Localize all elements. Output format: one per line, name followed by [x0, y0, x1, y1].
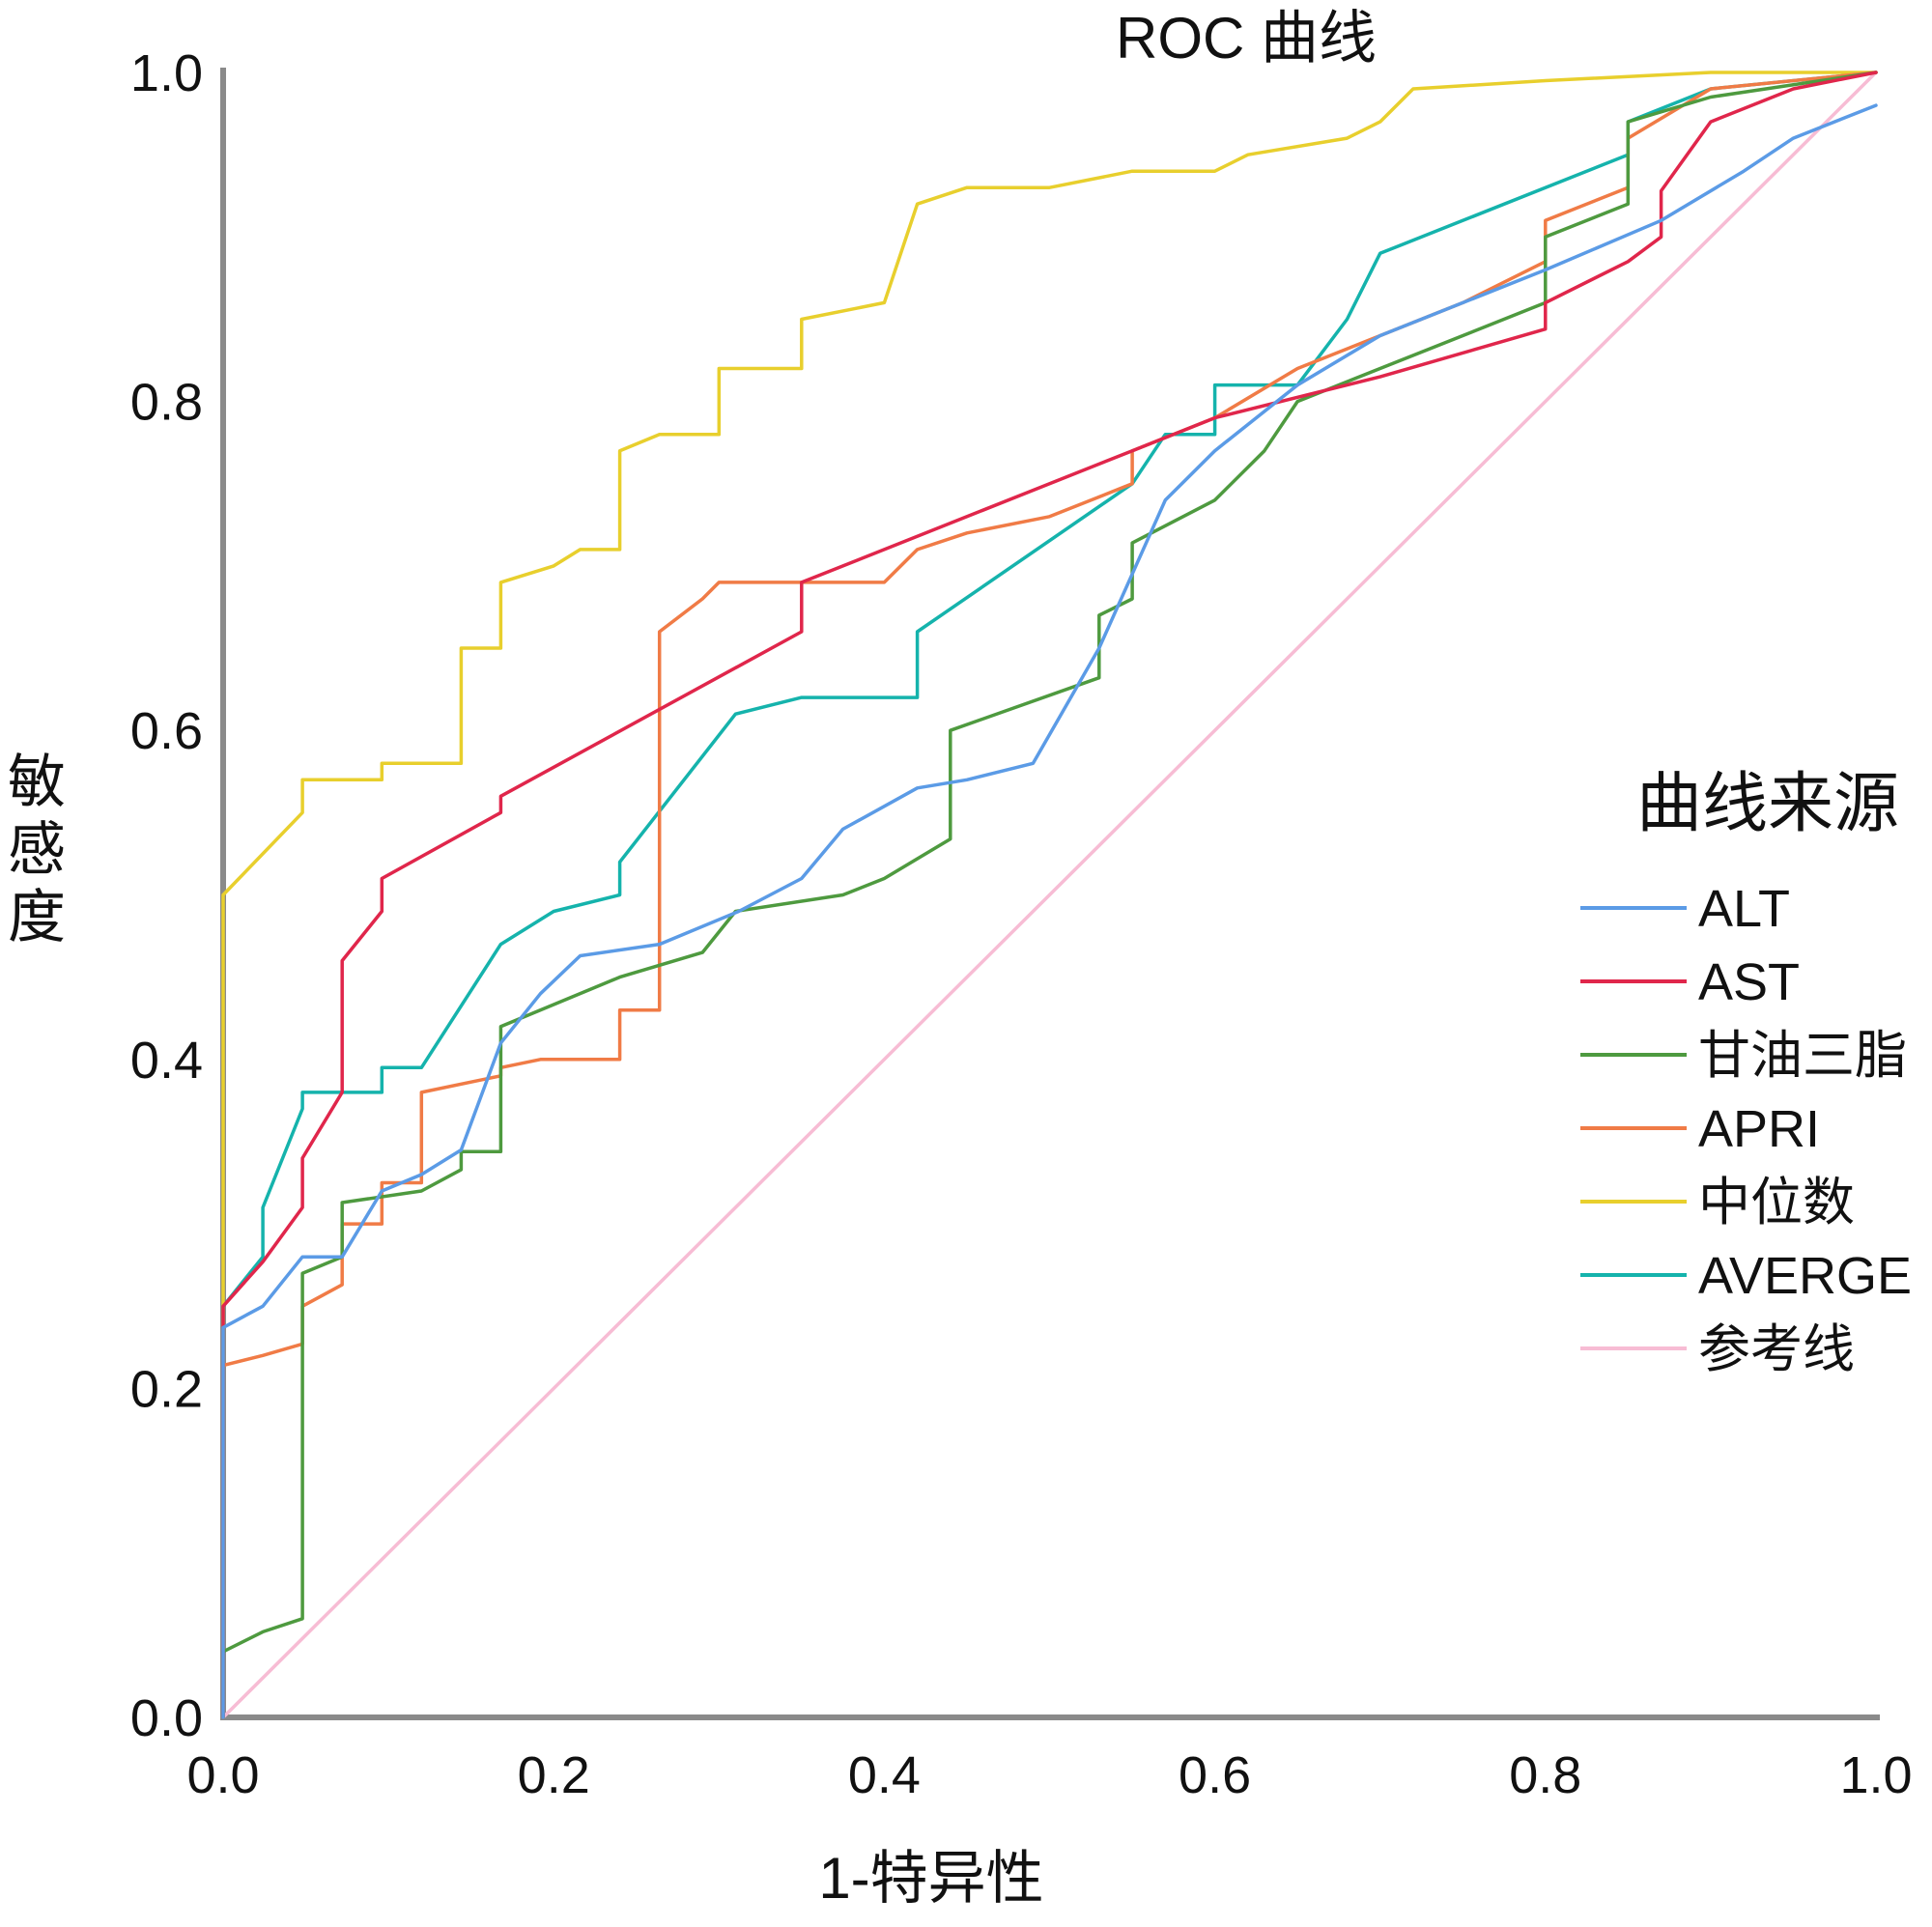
legend-label: AVERGE [1698, 1247, 1912, 1305]
legend-item: AST [1580, 953, 1800, 1011]
legend-item: AVERGE [1580, 1247, 1912, 1305]
x-tick-label: 0.6 [1179, 1746, 1251, 1804]
x-tick-label: 0.8 [1509, 1746, 1581, 1804]
legend-item: APRI [1580, 1100, 1820, 1158]
legend-label: AST [1698, 953, 1800, 1011]
x-tick-label: 1.0 [1839, 1746, 1912, 1804]
legend-item: 甘油三脂 [1580, 1027, 1907, 1085]
legend-label: 中位数 [1698, 1174, 1855, 1232]
x-tick-label: 0.0 [186, 1746, 259, 1804]
y-tick-label: 0.6 [130, 702, 203, 760]
y-tick-label: 0.0 [130, 1689, 203, 1747]
legend-item: 参考线 [1580, 1320, 1855, 1378]
series-line-AVERGE [221, 71, 1878, 1719]
series-line-ALT [221, 103, 1878, 1719]
y-tick-label: 0.4 [130, 1032, 203, 1090]
chart-title: ROC 曲线 [1116, 6, 1377, 71]
series-line-甘油三脂 [221, 71, 1878, 1719]
x-axis-title: 1-特异性 [818, 1846, 1043, 1911]
series-line-参考线 [221, 71, 1878, 1719]
legend-label: APRI [1698, 1100, 1820, 1158]
legend: ALT AST 甘油三脂 APRI 中位数 AVERGE 参考线 [1580, 880, 1912, 1378]
series-layer [221, 71, 1878, 1719]
y-tick-label: 1.0 [130, 44, 203, 102]
legend-label: ALT [1698, 880, 1790, 938]
x-tick-label: 0.2 [518, 1746, 590, 1804]
y-tick-label: 0.2 [130, 1360, 203, 1418]
y-axis-title-char: 度 [8, 885, 66, 949]
legend-item: 中位数 [1580, 1174, 1855, 1232]
y-tick-labels: 0.0 0.2 0.4 0.6 0.8 1.0 [130, 44, 203, 1747]
series-line-AST [221, 71, 1878, 1719]
y-tick-label: 0.8 [130, 374, 203, 432]
y-axis-title: 敏感度 [8, 750, 66, 949]
legend-label: 参考线 [1698, 1320, 1855, 1378]
x-tick-labels: 0.0 0.2 0.4 0.6 0.8 1.0 [186, 1746, 1912, 1804]
legend-item: ALT [1580, 880, 1790, 938]
x-tick-label: 0.4 [848, 1746, 921, 1804]
y-axis-title-char: 敏 [8, 750, 66, 814]
y-axis-title-char: 感 [8, 817, 66, 882]
series-line-中位数 [221, 71, 1878, 1719]
legend-label: 甘油三脂 [1698, 1027, 1907, 1085]
legend-title: 曲线来源 [1636, 767, 1899, 840]
